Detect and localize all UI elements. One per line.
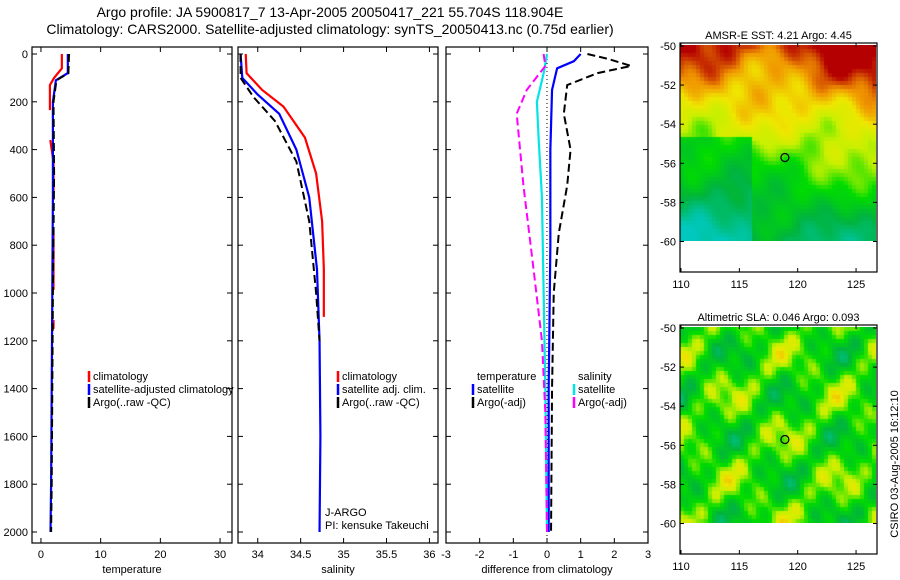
y-tick-label: 1600 <box>4 431 28 443</box>
x-tick-label: 125 <box>847 279 865 291</box>
x-tick-label: 35.5 <box>376 549 397 561</box>
footer-stamp: CSIRO 03-Aug-2005 16:12:10 <box>889 390 900 538</box>
y-tick-label: -56 <box>660 158 676 170</box>
legend-label: Argo(-adj) <box>578 397 627 409</box>
map-frame <box>679 42 878 273</box>
y-tick-label: -60 <box>660 237 676 249</box>
legend-label: satellite <box>578 384 615 396</box>
x-tick-label: 120 <box>789 279 807 291</box>
x-tick-label: 30 <box>214 549 226 561</box>
y-tick-label: -54 <box>660 401 676 413</box>
legend-label: salinity <box>578 371 612 383</box>
y-tick-label: -58 <box>660 197 676 209</box>
x-tick-label: 110 <box>672 279 690 291</box>
sst-heatmap <box>680 45 876 241</box>
y-tick-label: -52 <box>660 80 676 92</box>
series-line-temperature-satellite <box>547 53 582 532</box>
legend-label: satellite-adjusted climatology <box>93 384 234 396</box>
x-tick-label: 115 <box>731 279 749 291</box>
x-tick-label: 35 <box>337 549 349 561</box>
legend-label: climatology <box>342 371 398 383</box>
x-tick-label: 34.5 <box>290 549 311 561</box>
series-line-climatology <box>244 53 325 317</box>
x-tick-label: 125 <box>847 561 865 573</box>
x-tick-label: 115 <box>731 561 749 573</box>
y-tick-label: 1800 <box>4 479 28 491</box>
x-tick-label: 3 <box>645 549 651 561</box>
x-tick-label: 36 <box>423 549 435 561</box>
series-line-satellite-adj-clim- <box>239 53 322 533</box>
y-tick-label: 400 <box>10 145 28 157</box>
map-frame <box>679 324 878 555</box>
y-tick-label: 2000 <box>4 527 28 539</box>
series-line-temperature-argo-adj- <box>550 53 632 533</box>
y-tick-label: 800 <box>10 240 28 252</box>
argo-position-marker <box>780 434 790 445</box>
panel-frame-salinity <box>237 46 439 544</box>
y-tick-label: -58 <box>660 479 676 491</box>
legend-label: temperature <box>477 371 536 383</box>
plot-title-line2: Climatology: CARS2000. Satellite-adjuste… <box>46 21 614 37</box>
argo-position-marker <box>780 152 790 163</box>
panel-frame-temperature <box>31 46 233 544</box>
y-tick-label: 1000 <box>4 288 28 300</box>
x-tick-label: 0 <box>544 549 550 561</box>
x-tick-label: -3 <box>441 549 451 561</box>
y-tick-label: -60 <box>660 519 676 531</box>
y-tick-label: 1400 <box>4 384 28 396</box>
x-axis-label: salinity <box>321 564 355 576</box>
legend-label: Argo(..raw -QC) <box>342 397 420 409</box>
map-title: Altimetric SLA: 0.046 Argo: 0.093 <box>697 312 859 324</box>
annotation-pi: PI: kensuke Takeuchi <box>325 520 429 532</box>
y-tick-label: 600 <box>10 192 28 204</box>
y-tick-label: 200 <box>10 97 28 109</box>
series-line-argo-raw-qc- <box>50 53 71 533</box>
x-tick-label: 10 <box>95 549 107 561</box>
x-tick-label: 34 <box>252 549 264 561</box>
map-title: AMSR-E SST: 4.21 Argo: 4.45 <box>705 30 852 42</box>
y-tick-label: -56 <box>660 440 676 452</box>
legend-label: satellite <box>477 384 514 396</box>
y-tick-label: -54 <box>660 119 676 131</box>
legend-label: Argo(..raw -QC) <box>93 397 171 409</box>
x-tick-label: 20 <box>154 549 166 561</box>
x-tick-label: 1 <box>578 549 584 561</box>
legend-label: Argo(-adj) <box>477 397 526 409</box>
x-tick-label: -2 <box>475 549 485 561</box>
sla-heatmap <box>680 327 876 523</box>
series-line-salinity-satellite <box>535 53 549 533</box>
x-tick-label: -1 <box>508 549 518 561</box>
x-tick-label: 0 <box>38 549 44 561</box>
series-line-argo-raw-qc- <box>239 54 321 341</box>
y-tick-label: 1200 <box>4 336 28 348</box>
y-tick-label: -50 <box>660 41 676 53</box>
legend-label: climatology <box>93 371 149 383</box>
y-tick-label: -50 <box>660 323 676 335</box>
x-axis-label: difference from climatology <box>481 564 613 576</box>
x-tick-label: 110 <box>672 561 690 573</box>
series-line-salinity-argo-adj- <box>515 53 548 533</box>
annotation-float-program: J-ARGO <box>325 507 367 519</box>
legend-label: satellite adj. clim. <box>342 384 426 396</box>
y-tick-label: 0 <box>22 49 28 61</box>
x-tick-label: 2 <box>611 549 617 561</box>
x-axis-label: temperature <box>102 564 161 576</box>
y-tick-label: -52 <box>660 362 676 374</box>
x-tick-label: 120 <box>789 561 807 573</box>
plot-title-line1: Argo profile: JA 5900817_7 13-Apr-2005 2… <box>96 4 564 20</box>
